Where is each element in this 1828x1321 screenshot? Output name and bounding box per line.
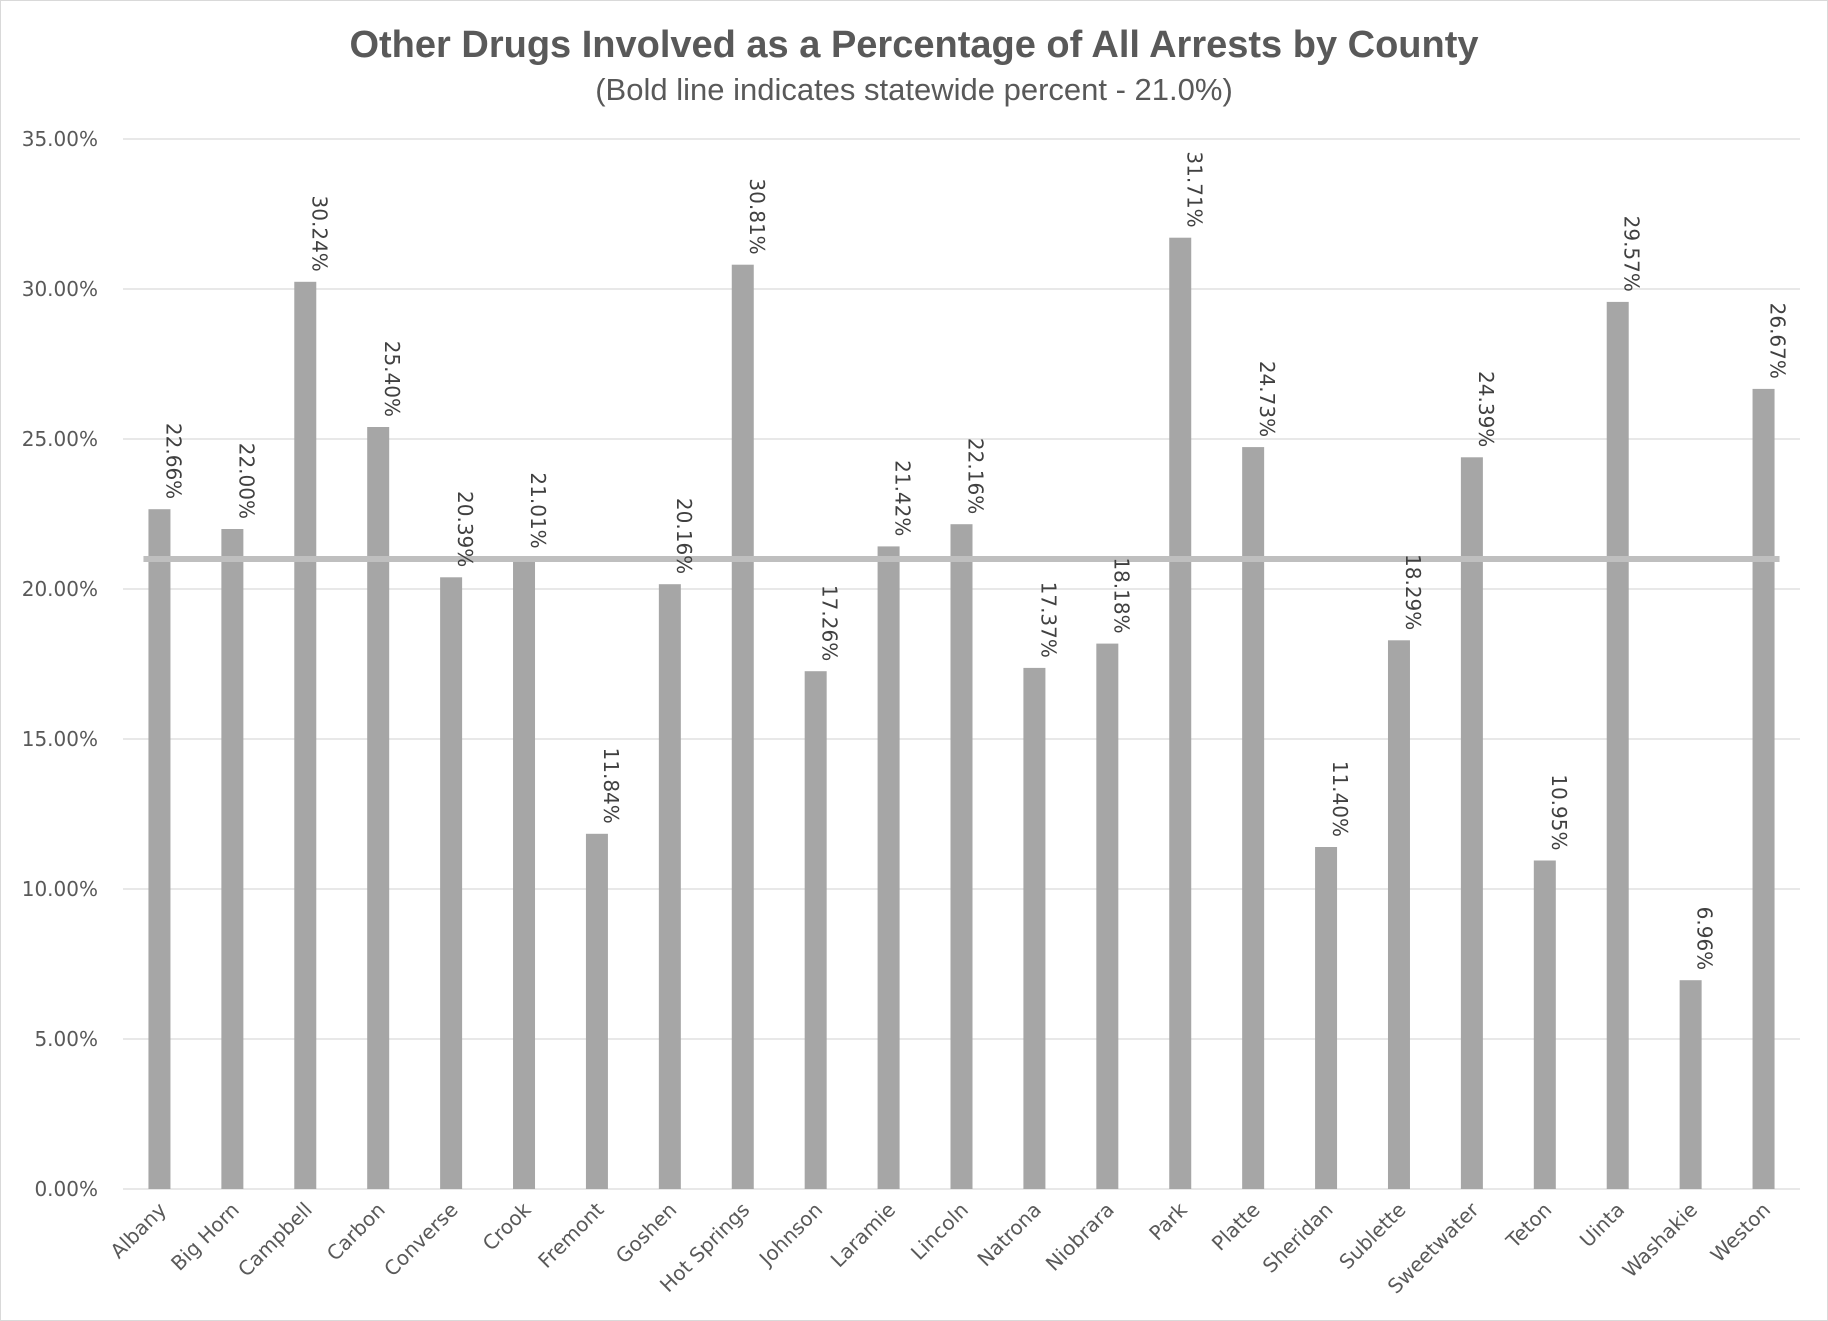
category-label: Weston — [1706, 1198, 1775, 1267]
bar — [1169, 237, 1192, 1189]
category-label: Albany — [105, 1197, 171, 1263]
category-label: Park — [1144, 1197, 1192, 1245]
bar — [1023, 667, 1046, 1189]
y-tick-label: 10.00% — [22, 877, 98, 901]
data-label: 31.71% — [1182, 151, 1206, 227]
category-label: Crook — [478, 1197, 536, 1255]
bar — [585, 833, 608, 1189]
y-tick-label: 5.00% — [34, 1027, 98, 1051]
category-label: Fremont — [533, 1197, 608, 1272]
bar — [1606, 301, 1629, 1189]
chart-subtitle: (Bold line indicates statewide percent -… — [595, 72, 1233, 107]
y-axis-tick-labels: 0.00% 5.00% 10.00% 15.00% 20.00% 25.00% 30.00%… — [22, 127, 98, 1201]
y-tick-label: 35.00% — [22, 127, 98, 151]
bar — [731, 264, 754, 1189]
category-label: Laramie — [826, 1198, 900, 1272]
data-label: 17.26% — [818, 585, 842, 661]
category-label: Sublette — [1334, 1198, 1410, 1274]
bar — [1242, 447, 1265, 1190]
y-tick-label: 15.00% — [22, 727, 98, 751]
bars — [148, 237, 1775, 1190]
data-label: 24.73% — [1255, 361, 1279, 437]
data-label: 10.95% — [1547, 774, 1571, 850]
data-label: 11.40% — [1328, 761, 1352, 837]
category-label: Natrona — [972, 1198, 1046, 1272]
data-label: 18.29% — [1401, 554, 1425, 630]
category-label: Washakie — [1618, 1198, 1703, 1283]
category-label: Carbon — [322, 1198, 390, 1266]
data-label: 24.39% — [1474, 371, 1498, 447]
bar — [1533, 860, 1556, 1189]
bar — [221, 529, 244, 1189]
bar — [513, 558, 536, 1189]
data-label: 21.42% — [891, 460, 915, 536]
data-label: 22.66% — [161, 423, 185, 499]
data-label: 20.39% — [453, 491, 477, 567]
category-label: Campbell — [233, 1198, 317, 1282]
y-tick-label: 30.00% — [22, 277, 98, 301]
data-label: 6.96% — [1693, 907, 1717, 971]
bar — [1315, 847, 1338, 1189]
data-label: 29.57% — [1620, 216, 1644, 292]
data-label: 22.16% — [964, 438, 988, 514]
y-tick-label: 0.00% — [34, 1177, 98, 1201]
data-label: 21.01% — [526, 472, 550, 548]
category-label: Lincoln — [906, 1198, 973, 1265]
data-label: 30.81% — [745, 178, 769, 254]
data-labels: 22.66% 22.00% 30.24% 25.40% 20.39% 21.01% 11.8… — [161, 151, 1789, 970]
bar — [1460, 457, 1483, 1189]
chart-title: Other Drugs Involved as a Percentage of … — [349, 24, 1479, 66]
category-label: Uinta — [1575, 1198, 1629, 1252]
data-label: 30.24% — [307, 196, 331, 272]
bar — [1679, 980, 1702, 1189]
data-label: 20.16% — [672, 498, 696, 574]
y-tick-label: 20.00% — [22, 577, 98, 601]
data-label: 22.00% — [234, 443, 258, 519]
bar — [804, 671, 827, 1189]
bar — [440, 577, 463, 1189]
data-label: 25.40% — [380, 341, 404, 417]
data-label: 17.37% — [1036, 582, 1060, 658]
category-label: Teton — [1501, 1198, 1557, 1254]
data-label: 18.18% — [1109, 557, 1133, 633]
category-label: Converse — [379, 1198, 462, 1281]
category-label: Goshen — [611, 1198, 682, 1269]
bar — [877, 546, 900, 1189]
category-label: Sheridan — [1258, 1198, 1338, 1278]
bar — [148, 509, 171, 1189]
bar — [658, 584, 681, 1189]
bar — [1387, 640, 1410, 1189]
bar — [1752, 388, 1775, 1189]
bar — [950, 524, 973, 1189]
category-label: Niobrara — [1041, 1198, 1119, 1276]
category-label: Johnson — [753, 1198, 827, 1272]
data-label: 11.84% — [599, 748, 623, 824]
category-label: Big Horn — [166, 1198, 244, 1276]
data-label: 26.67% — [1766, 303, 1790, 379]
bar — [1096, 643, 1119, 1189]
category-label: Platte — [1207, 1198, 1265, 1256]
bar — [294, 281, 317, 1189]
y-tick-label: 25.00% — [22, 427, 98, 451]
bar — [367, 427, 390, 1189]
